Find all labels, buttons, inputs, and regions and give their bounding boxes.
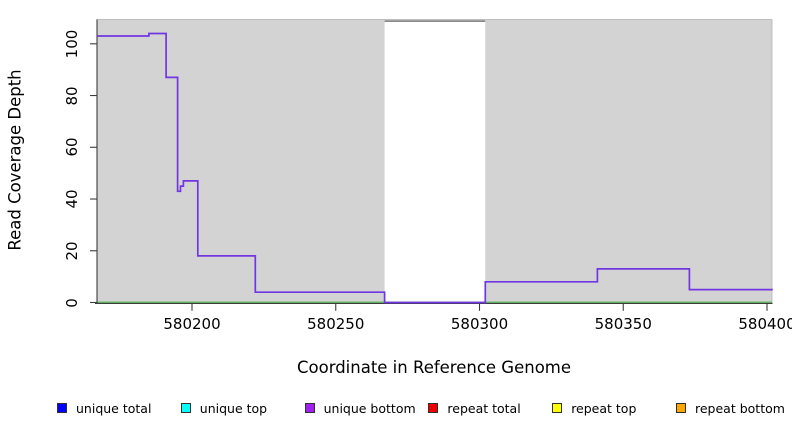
gap-region-band — [384, 20, 486, 303]
y-axis-title: Read Coverage Depth — [5, 69, 25, 251]
legend-swatch-unique-top — [180, 403, 191, 413]
legend-swatch-unique-bottom — [304, 403, 315, 413]
y-tick-label: 20 — [63, 241, 81, 261]
legend-swatch-repeat-total — [428, 403, 439, 413]
legend-item-unique-top: unique top — [180, 400, 268, 416]
coverage-step-line — [97, 32, 773, 304]
x-tick-label: 580250 — [307, 315, 365, 333]
legend-item-repeat-total: repeat total — [428, 400, 521, 416]
legend-label-unique-bottom: unique bottom — [323, 400, 416, 416]
legend-item-unique-total: unique total — [57, 400, 151, 416]
x-tick-label: 580350 — [594, 315, 652, 333]
legend-label-unique-top: unique top — [199, 400, 268, 416]
legend-item-repeat-top: repeat top — [552, 400, 636, 416]
x-tick-label: 580400 — [738, 315, 792, 333]
legend-label-unique-total: unique total — [76, 400, 152, 416]
y-tick-label: 80 — [63, 85, 81, 106]
legend-swatch-repeat-top — [552, 403, 563, 413]
x-axis-title: Coordinate in Reference Genome — [296, 358, 572, 377]
y-tick-label: 100 — [63, 29, 81, 59]
legend-label-repeat-bottom: repeat bottom — [695, 400, 785, 416]
legend-label-repeat-total: repeat total — [447, 400, 521, 416]
y-tick-label: 0 — [63, 297, 81, 308]
y-tick-label: 40 — [63, 189, 81, 209]
y-tick-label: 60 — [63, 137, 81, 157]
legend-swatch-unique-total — [57, 403, 67, 413]
x-tick-label: 580300 — [450, 315, 509, 333]
legend-label-repeat-top: repeat top — [571, 400, 637, 416]
legend-item-repeat-bottom: repeat bottom — [676, 400, 785, 416]
legend-swatch-repeat-bottom — [676, 403, 686, 413]
x-tick-label: 580200 — [163, 315, 221, 333]
legend-item-unique-bottom: unique bottom — [304, 400, 416, 416]
